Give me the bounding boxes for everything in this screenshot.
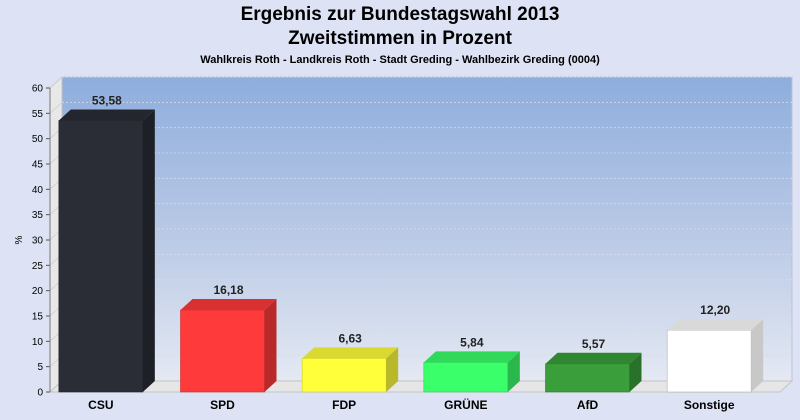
value-label: 53,58 [92, 94, 122, 108]
y-tick-label: 50 [32, 134, 44, 145]
chart-title: Ergebnis zur Bundestagswahl 2013 [240, 4, 560, 25]
x-tick-label: CSU [88, 398, 113, 412]
y-tick-label: 15 [32, 312, 44, 323]
bar-afd [545, 352, 642, 393]
bar-sonstige [666, 319, 764, 393]
bar-csu [58, 109, 155, 393]
y-tick-label: 30 [32, 236, 44, 247]
value-label: 5,84 [460, 335, 484, 349]
bar-side [507, 351, 520, 392]
x-tick-label: GRÜNE [444, 397, 487, 412]
bar-front [58, 120, 144, 393]
bar-front [666, 329, 752, 393]
value-label: 12,20 [700, 303, 730, 317]
value-label: 5,57 [582, 337, 606, 351]
bar-fdp [301, 347, 399, 393]
y-tick-label: 25 [32, 261, 44, 272]
bar-top [302, 347, 399, 359]
bar-side [264, 299, 277, 392]
value-label: 6,63 [338, 331, 362, 345]
bar-top [423, 351, 520, 363]
bar-top [667, 319, 764, 331]
bar-side [142, 109, 155, 392]
bar-front [180, 309, 265, 393]
gridline-side [49, 76, 63, 89]
x-tick-label: SPD [210, 398, 235, 412]
x-tick-label: AfD [577, 398, 599, 412]
value-label: 16,18 [213, 283, 243, 297]
bar-top [58, 109, 155, 121]
bar-grüne [423, 351, 520, 393]
y-tick-label: 40 [32, 185, 44, 196]
bar-spd [180, 299, 277, 393]
bar-top [545, 352, 642, 364]
bar-side [751, 319, 764, 392]
bar-top [180, 299, 277, 311]
y-axis-label: % [14, 235, 25, 244]
bar-front [423, 362, 509, 393]
bar-side [386, 347, 399, 392]
bar-front [545, 363, 630, 393]
y-tick-label: 45 [32, 160, 44, 171]
y-tick-label: 5 [37, 362, 43, 373]
y-tick-label: 35 [32, 210, 44, 221]
gridline-side [49, 102, 63, 114]
bar-side [629, 352, 642, 392]
x-tick-label: Sonstige [684, 398, 735, 412]
chart-subtitle: Zweitstimmen in Prozent [288, 28, 512, 49]
y-tick-label: 55 [32, 109, 44, 120]
y-tick-label: 20 [32, 286, 44, 297]
bar-front [301, 358, 387, 393]
chart-description: Wahlkreis Roth - Landkreis Roth - Stadt … [200, 54, 600, 66]
y-tick-label: 0 [37, 388, 43, 399]
y-tick-label: 10 [32, 337, 44, 348]
y-tick-label: 60 [32, 84, 44, 95]
x-tick-label: FDP [332, 398, 356, 412]
